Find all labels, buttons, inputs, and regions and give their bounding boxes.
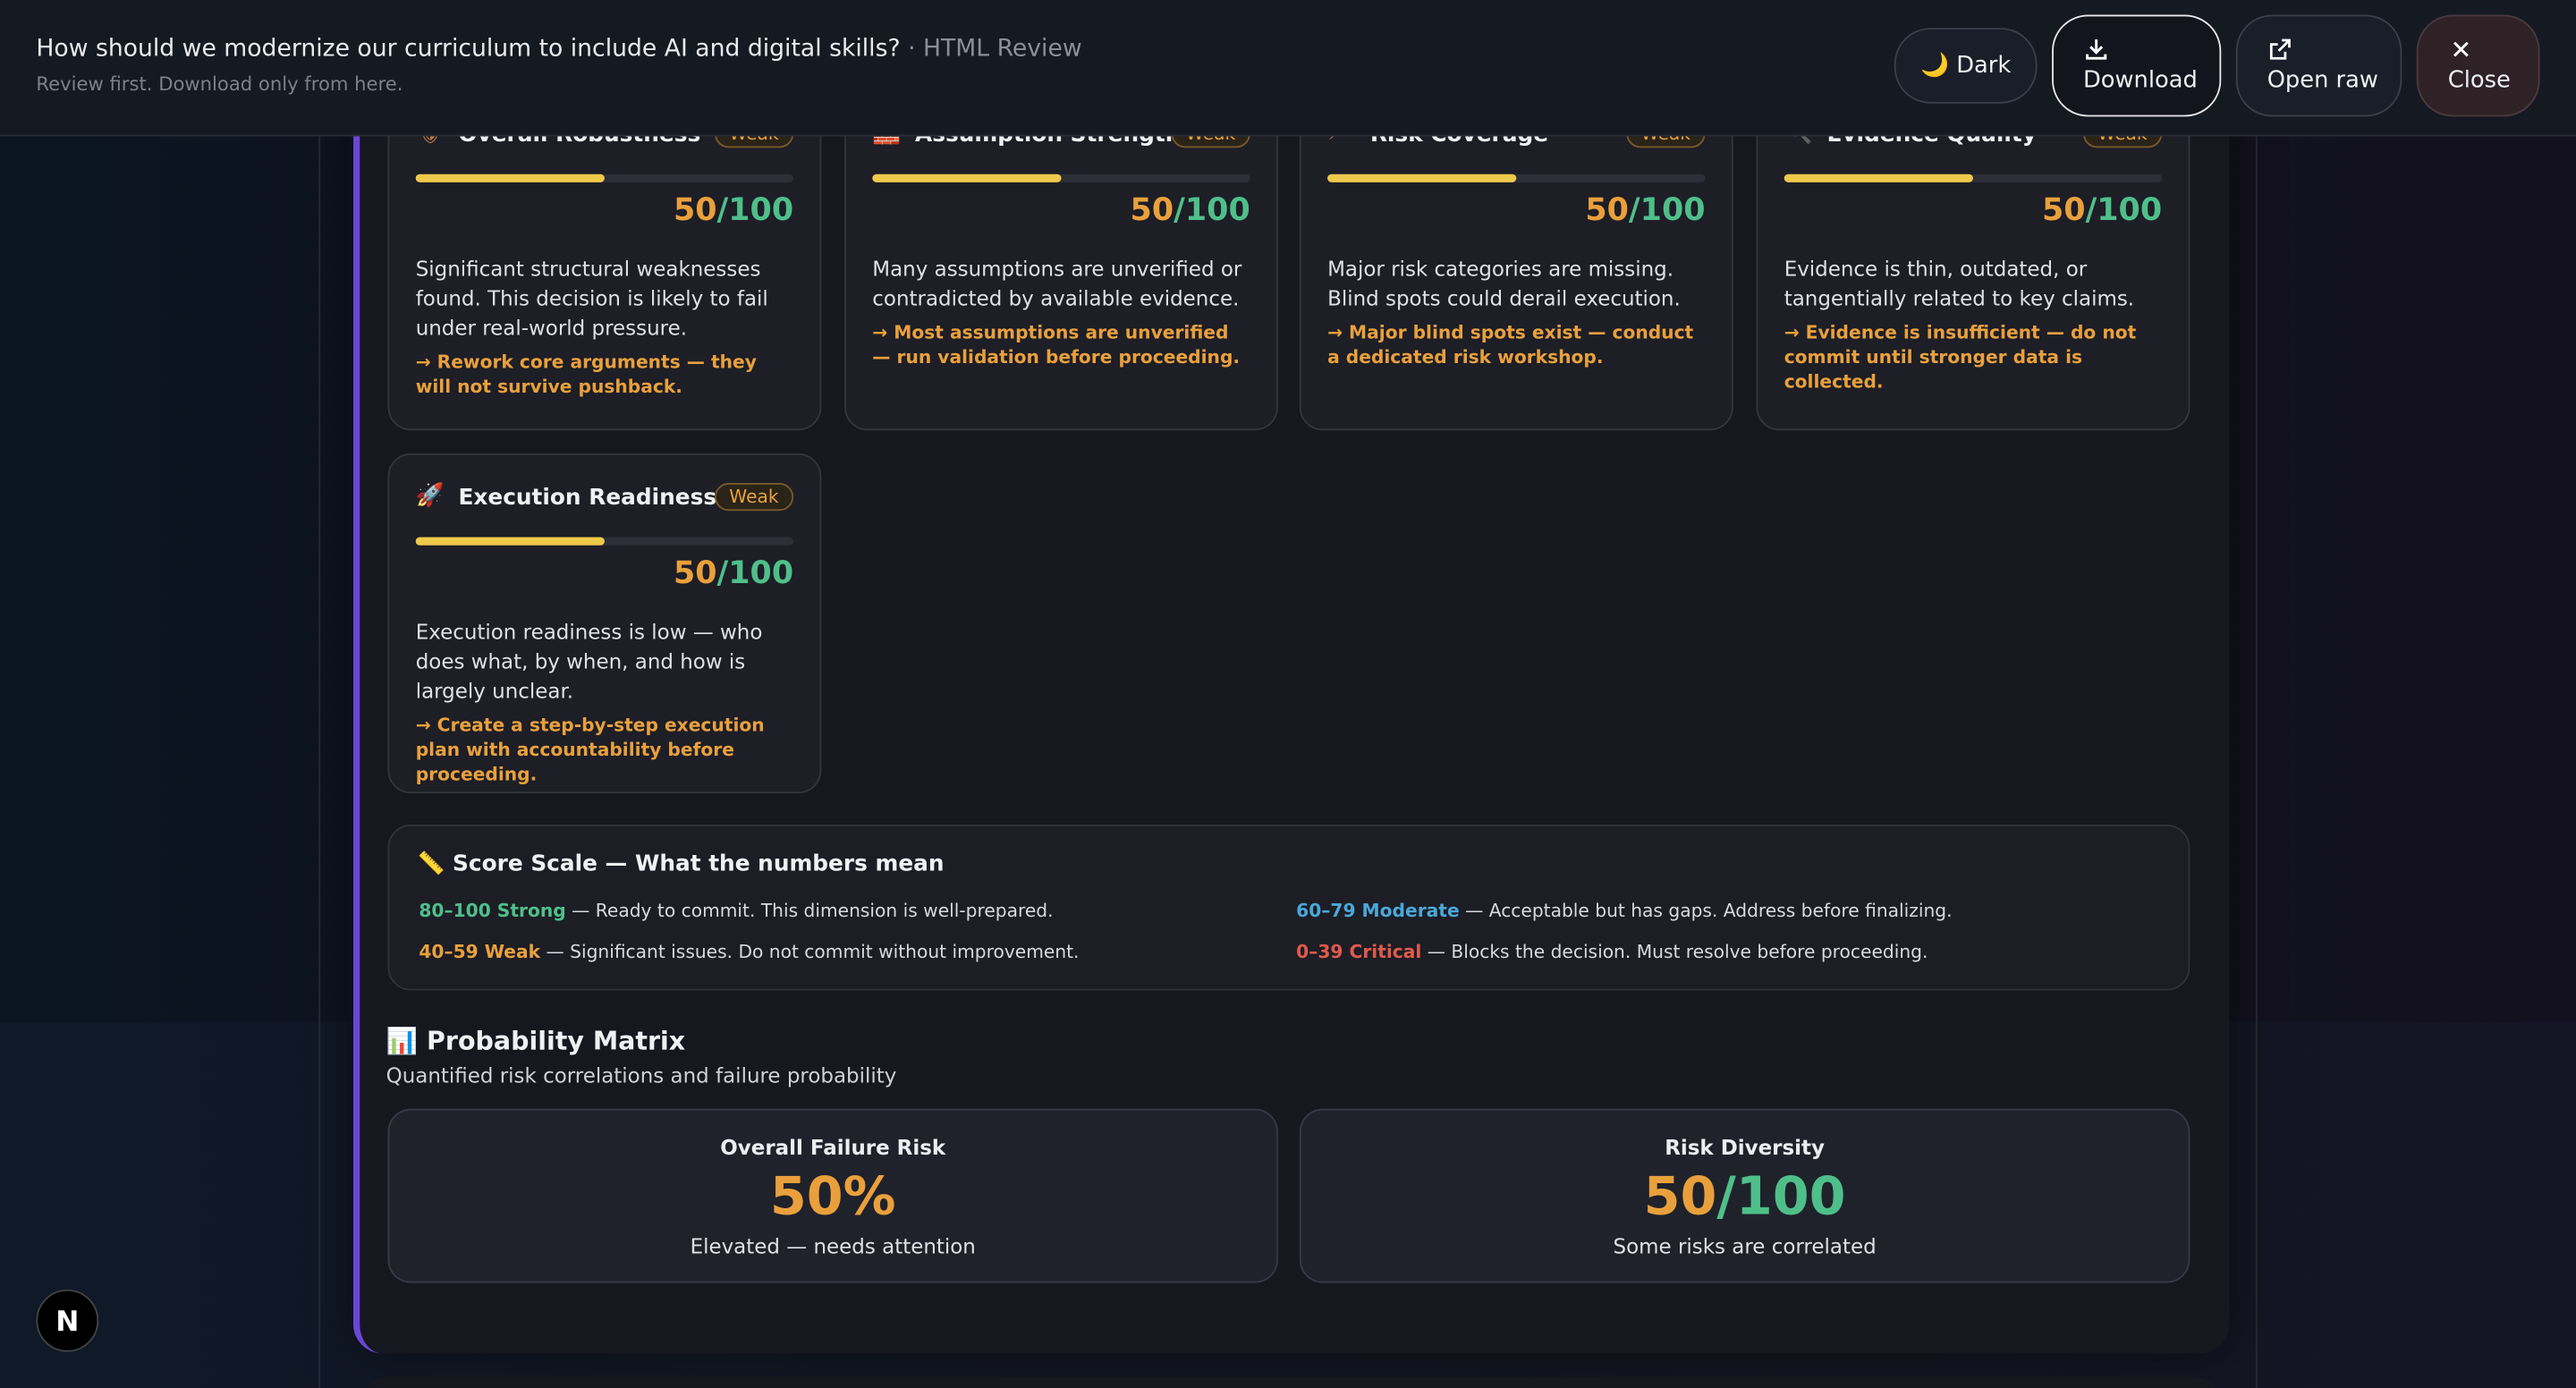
app-badge[interactable]: N (36, 1289, 99, 1352)
title: Score Scale — What the numbers mean (453, 851, 945, 877)
card-description: Many assumptions are unverified or contr… (872, 255, 1250, 370)
score-value: 50 (673, 191, 717, 229)
description: Evidence is thin, outdated, or tangentia… (1784, 256, 2135, 311)
title: Probability Matrix (427, 1026, 686, 1057)
description: Many assumptions are unverified or contr… (872, 256, 1242, 311)
card-action: → Most assumptions are unverified — run … (872, 322, 1241, 368)
scale-text: — Significant issues. Do not commit with… (546, 941, 1080, 963)
score-value: 50 (2041, 191, 2086, 229)
scale-label: 40–59 Weak (419, 941, 541, 963)
card-action: → Evidence is insufficient — do not comm… (1784, 322, 2137, 393)
column-line (318, 0, 321, 1388)
metric-note: Some risks are correlated (1613, 1233, 1877, 1258)
scale-text: — Acceptable but has gaps. Address befor… (1465, 900, 1953, 922)
out-of: /100 (1716, 1164, 1846, 1228)
next-panel (364, 1376, 2218, 1388)
dimension-card: 🚀 Execution Readiness Weak 50/100 Execution … (387, 453, 822, 794)
score-bar (415, 174, 605, 182)
score-value: 50 (1585, 191, 1629, 229)
metric-label: Overall Failure Risk (720, 1135, 946, 1160)
score-track (1784, 174, 2163, 182)
card-icon: 🚀 (415, 483, 445, 510)
card-badge: Weak (714, 483, 794, 512)
scale-label: 60–79 Moderate (1296, 900, 1460, 922)
score-bar (872, 174, 1062, 182)
icon: 📊 (386, 1026, 419, 1057)
label: Close (2447, 67, 2511, 94)
label: Open raw (2267, 67, 2378, 94)
score-track (415, 174, 794, 182)
description: Major risk categories are missing. Blind… (1327, 256, 1681, 311)
external-icon (2269, 38, 2291, 60)
scale-item: 80–100 Strong — Ready to commit. This di… (419, 901, 1053, 922)
close-button[interactable]: Close (2416, 14, 2540, 117)
title-suffix: · HTML Review (908, 36, 1082, 63)
scale-item: 40–59 Weak — Significant issues. Do not … (419, 941, 1079, 962)
score: 50/100 (2042, 192, 2162, 228)
card-description: Major risk categories are missing. Blind… (1327, 255, 1705, 370)
score-track (1327, 174, 1706, 182)
score: 50/100 (674, 555, 793, 591)
scale-text: — Blocks the decision. Must resolve befo… (1427, 941, 1928, 963)
metric-box: Overall Failure Risk 50% Elevated — need… (387, 1108, 1278, 1283)
card-description: Significant structural weaknesses found.… (416, 255, 793, 400)
dimension-card: 🛡Overall RobustnessWeak50/100Significant… (387, 90, 822, 431)
score-out-of: /100 (1174, 191, 1250, 229)
score-track (415, 537, 794, 546)
matrix-subtitle: Quantified risk correlations and failure… (386, 1062, 897, 1088)
description: Significant structural weaknesses found.… (415, 256, 768, 341)
card-description: Execution readiness is low — who does wh… (416, 618, 793, 787)
metric-label: Risk Diversity (1665, 1135, 1825, 1160)
header: How should we modernize our curriculum t… (0, 0, 2576, 137)
score: 50/100 (1585, 192, 1705, 228)
label: Download (2082, 67, 2198, 94)
score-out-of: /100 (716, 191, 794, 229)
description: Execution readiness is low — who does wh… (415, 619, 763, 704)
card-action: → Rework core arguments — they will not … (415, 351, 757, 398)
metric-note: Elevated — needs attention (690, 1233, 976, 1258)
score-bar (1327, 174, 1517, 182)
score: 50/100 (674, 192, 793, 228)
header-title: How should we modernize our curriculum t… (36, 36, 1081, 62)
dark-button[interactable]: 🌙 Dark (1894, 28, 2038, 104)
header-subtitle: Review first. Download only from here. (36, 72, 403, 96)
matrix-title: 📊 Probability Matrix (386, 1027, 686, 1056)
scale-item: 0–39 Critical — Blocks the decision. Mus… (1296, 941, 1928, 962)
metric-value: 50% (769, 1164, 896, 1228)
metric-box: Risk Diversity 50/100 Some risks are cor… (1299, 1108, 2190, 1283)
card-action: → Major blind spots exist — conduct a de… (1327, 322, 1694, 368)
card-title: Execution Readiness (458, 484, 717, 512)
scale-label: 80–100 Strong (419, 900, 566, 922)
scale-label: 0–39 Critical (1296, 941, 1422, 963)
scale-item: 60–79 Moderate — Acceptable but has gaps… (1296, 901, 1952, 922)
value: 50 (1643, 1164, 1717, 1228)
score-out-of: /100 (1628, 191, 1706, 229)
score-scale-title: 📏 Score Scale — What the numbers mean (418, 851, 945, 876)
metric-value: 50/100 (1301, 1164, 2189, 1227)
score-out-of: /100 (716, 554, 794, 592)
download-button[interactable]: Download (2052, 14, 2222, 117)
score-scale: 📏 Score Scale — What the numbers mean 80… (387, 825, 2190, 991)
score-value: 50 (673, 554, 717, 592)
score-bar (1784, 174, 1973, 182)
score-out-of: /100 (2085, 191, 2163, 229)
score-bar (415, 537, 605, 546)
card-description: Evidence is thin, outdated, or tangentia… (1784, 255, 2162, 394)
close-icon (2453, 41, 2469, 57)
title: How should we modernize our curriculum t… (36, 36, 901, 63)
scale-text: — Ready to commit. This dimension is wel… (572, 900, 1054, 922)
card-action: → Create a step-by-step execution plan w… (415, 714, 765, 785)
score-track (872, 174, 1250, 182)
column-line (2255, 0, 2258, 1388)
open-raw-button[interactable]: Open raw (2235, 14, 2402, 117)
score: 50/100 (1131, 192, 1250, 228)
download-icon (2086, 39, 2107, 60)
icon: 📏 (417, 851, 445, 877)
score-value: 50 (1130, 191, 1174, 229)
